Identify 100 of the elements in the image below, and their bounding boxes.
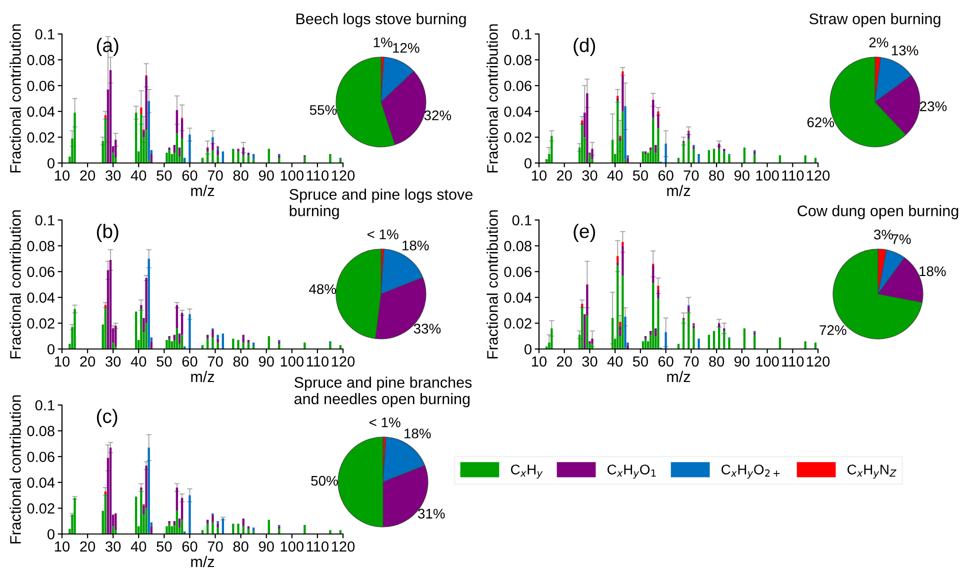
data-label: 18% — [920, 266, 946, 276]
y-axis-title: Fractional contribution — [10, 395, 21, 544]
x-tick-label: 10 — [532, 356, 547, 367]
y-tick-label: 0 — [48, 344, 54, 354]
data-label: 12% — [393, 42, 420, 53]
y-tick-label: 0.08 — [504, 240, 532, 252]
x-tick-label: 50 — [632, 170, 648, 181]
x-tick-label: 40 — [130, 541, 146, 552]
data-label: 13% — [892, 46, 918, 56]
x-tick-label: 60 — [658, 356, 674, 367]
x-tick-label: 30 — [106, 356, 121, 367]
legend-label: C$_{x}$H$_{y}$O$_{1}$ — [608, 464, 656, 479]
y-axis-title: Fractional contribution — [486, 24, 498, 172]
y-axis-title: Fractional contribution — [486, 210, 498, 358]
annotation: (e) — [574, 224, 596, 242]
x-tick-label: 110 — [306, 541, 329, 552]
annotation: (d) — [574, 38, 596, 56]
y-tick-label: 0.08 — [27, 240, 54, 252]
data-label: 50% — [311, 476, 338, 486]
x-axis-title: m/z — [667, 370, 690, 382]
x-tick-label: 20 — [80, 170, 96, 181]
x-tick-label: 90 — [258, 541, 274, 552]
x-tick-label: 110 — [306, 356, 329, 367]
x-tick-label: 30 — [582, 170, 598, 181]
annotation: (b) — [96, 224, 118, 242]
x-tick-label: 30 — [106, 541, 121, 552]
y-tick-label: 0 — [524, 344, 532, 354]
x-tick-label: 80 — [233, 541, 248, 552]
x-tick-label: 40 — [130, 356, 146, 367]
y-tick-label: 0.1 — [35, 215, 54, 226]
y-tick-label: 0.08 — [27, 54, 54, 66]
x-tick-label: 100 — [280, 170, 304, 181]
y-tick-label: 0.06 — [27, 452, 54, 462]
x-tick-label: 20 — [80, 356, 96, 367]
x-tick-label: 100 — [756, 356, 779, 367]
data-label: 23% — [920, 101, 947, 112]
y-tick-label: 0.04 — [27, 292, 55, 303]
data-label: 72% — [820, 325, 846, 335]
y-tick-label: 0.1 — [35, 29, 54, 40]
y-axis-title: Fractional contribution — [10, 24, 21, 172]
y-tick-label: 0.06 — [504, 80, 532, 92]
x-tick-label: 120 — [332, 170, 355, 181]
annotation: (a) — [96, 38, 118, 56]
x-axis-title: m/z — [191, 370, 214, 382]
x-tick-label: 70 — [208, 170, 223, 181]
x-tick-label: 80 — [709, 170, 724, 181]
y-tick-label: 0 — [48, 158, 54, 168]
data-label: 55% — [310, 105, 337, 115]
x-tick-label: 10 — [532, 170, 547, 181]
chart-title: Spruce and pine logs stove burning — [290, 188, 472, 220]
x-tick-label: 10 — [55, 170, 70, 181]
x-tick-label: 60 — [182, 541, 198, 552]
x-tick-label: 20 — [556, 170, 572, 181]
x-tick-label: 120 — [806, 356, 830, 367]
data-label: 1% — [374, 37, 392, 48]
annotation: (c) — [96, 408, 118, 427]
x-tick-label: 70 — [208, 356, 223, 367]
x-tick-label: 50 — [156, 356, 172, 367]
y-tick-label: 0 — [524, 158, 532, 168]
x-tick-label: 120 — [332, 356, 355, 367]
y-tick-label: 0.02 — [27, 318, 54, 329]
data-label: 48% — [309, 284, 336, 294]
x-tick-label: 60 — [182, 170, 198, 181]
data-label: 2% — [869, 38, 888, 48]
y-tick-label: 0.1 — [512, 29, 532, 40]
x-tick-label: 110 — [782, 356, 804, 367]
x-axis-title: m/z — [667, 184, 690, 196]
x-tick-label: 80 — [233, 356, 248, 367]
x-tick-label: 100 — [280, 356, 304, 367]
x-axis-title: m/z — [191, 556, 214, 568]
y-tick-label: 0.04 — [27, 478, 55, 488]
y-tick-label: 0.04 — [27, 106, 55, 117]
x-tick-label: 70 — [684, 170, 699, 181]
x-tick-label: 100 — [756, 170, 779, 181]
x-tick-label: 10 — [55, 356, 70, 367]
y-tick-label: 0.02 — [504, 318, 532, 329]
x-tick-label: 120 — [332, 541, 355, 552]
x-tick-label: 110 — [782, 170, 804, 181]
y-tick-label: 0.02 — [27, 503, 54, 514]
legend-label: C$_{x}$H$_{y}$N$_{Z}$ — [848, 464, 896, 479]
data-label: 3% — [874, 230, 894, 240]
x-tick-label: 90 — [258, 170, 274, 181]
y-axis-title: Fractional contribution — [10, 210, 21, 358]
chart-title: Straw open burning — [809, 13, 940, 28]
y-tick-label: 0.1 — [35, 400, 54, 410]
x-axis-title: m/z — [191, 184, 214, 196]
data-label: 32% — [424, 110, 452, 120]
x-tick-label: 90 — [734, 356, 750, 367]
x-tick-label: 50 — [156, 541, 172, 552]
x-tick-label: 30 — [582, 356, 598, 367]
x-tick-label: 40 — [130, 170, 146, 181]
x-tick-label: 60 — [658, 170, 674, 181]
legend-label: C$_{x}$H$_{y}$ — [511, 464, 543, 479]
x-tick-label: 20 — [556, 356, 572, 367]
x-tick-label: 70 — [208, 541, 223, 552]
x-tick-label: 40 — [607, 356, 623, 367]
x-tick-label: 10 — [55, 541, 70, 552]
data-label: 7% — [892, 234, 911, 244]
x-tick-label: 40 — [607, 170, 623, 181]
x-tick-label: 90 — [734, 170, 750, 181]
